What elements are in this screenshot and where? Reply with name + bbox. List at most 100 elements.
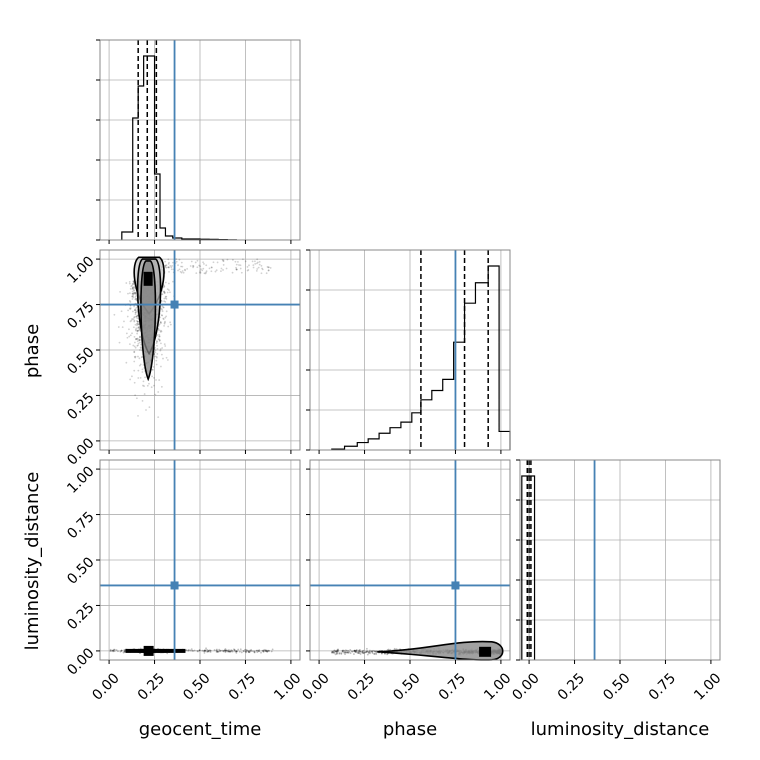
scatter-point: [159, 349, 162, 352]
scatter-point: [180, 261, 183, 264]
scatter-point: [343, 651, 345, 654]
scatter-point: [225, 649, 228, 652]
scatter-point: [366, 653, 369, 656]
y-tick-label: 0.00: [64, 645, 97, 678]
scatter-point: [142, 384, 144, 387]
scatter-point: [136, 329, 139, 332]
scatter-point: [334, 653, 337, 656]
scatter-point: [121, 326, 124, 329]
scatter-point: [131, 284, 133, 287]
scatter-point: [167, 266, 170, 269]
scatter-point: [331, 651, 334, 654]
scatter-point: [244, 648, 246, 651]
scatter-point: [256, 262, 258, 265]
scatter-point: [124, 650, 126, 653]
scatter-point: [269, 267, 272, 269]
scatter-point: [335, 650, 337, 653]
density-peak: [479, 646, 492, 657]
scatter-point: [151, 375, 154, 378]
scatter-point: [141, 371, 144, 373]
scatter-point: [130, 285, 133, 288]
scatter-point: [354, 650, 357, 653]
scatter-point: [131, 292, 134, 295]
scatter-point: [138, 328, 141, 331]
scatter-point: [346, 651, 349, 654]
scatter-point: [220, 267, 223, 270]
scatter-point: [181, 265, 184, 268]
scatter-point: [239, 264, 242, 267]
scatter-point: [133, 305, 135, 308]
scatter-point: [164, 295, 167, 298]
scatter-point: [246, 266, 249, 268]
scatter-point: [264, 650, 267, 652]
scatter-point: [156, 340, 158, 343]
scatter-point: [132, 287, 135, 290]
scatter-point: [224, 651, 227, 654]
scatter-point: [164, 300, 167, 303]
scatter-point: [267, 269, 270, 272]
scatter-point: [253, 651, 256, 653]
scatter-point: [168, 261, 170, 264]
scatter-point: [152, 366, 155, 368]
scatter-point: [113, 648, 116, 651]
scatter-point: [137, 326, 140, 329]
scatter-point: [187, 649, 190, 651]
scatter-point: [194, 261, 197, 264]
scatter-point: [393, 647, 396, 650]
scatter-point: [159, 321, 162, 323]
scatter-point: [135, 337, 138, 340]
scatter-point: [203, 649, 206, 652]
scatter-point: [133, 360, 136, 363]
scatter-point: [163, 291, 166, 294]
scatter-point: [208, 649, 211, 652]
scatter-point: [362, 652, 365, 655]
scatter-point: [192, 264, 194, 267]
scatter-point: [335, 649, 338, 652]
scatter-point: [177, 264, 179, 267]
scatter-point: [129, 378, 132, 381]
scatter-point: [168, 289, 170, 292]
scatter-point: [266, 265, 269, 268]
scatter-point: [248, 264, 250, 267]
scatter-point: [161, 305, 164, 308]
scatter-point: [127, 309, 130, 312]
scatter-point: [222, 650, 225, 653]
scatter-point: [168, 266, 170, 269]
scatter-point: [253, 650, 256, 653]
scatter-point: [131, 375, 133, 378]
scatter-point: [271, 648, 274, 651]
scatter-point: [261, 267, 263, 270]
scatter-point: [219, 649, 222, 652]
scatter-point: [164, 320, 166, 323]
scatter-point: [332, 651, 335, 654]
scatter-point: [349, 652, 352, 655]
scatter-point: [373, 650, 376, 653]
scatter-point: [134, 311, 137, 314]
scatter-point: [258, 260, 261, 263]
scatter-point: [343, 651, 346, 654]
scatter-point: [136, 340, 139, 343]
x-tick-label: 1.00: [691, 670, 724, 703]
x-tick-label: 0.75: [646, 670, 679, 703]
y-tick-label: 1.00: [64, 463, 97, 496]
scatter-point: [235, 650, 238, 653]
scatter-point: [337, 650, 339, 653]
scatter-point: [129, 292, 131, 294]
scatter-point: [133, 381, 136, 384]
scatter-point: [365, 651, 368, 654]
scatter-point: [112, 649, 114, 652]
scatter-point: [125, 332, 128, 335]
scatter-point: [241, 258, 244, 261]
scatter-point: [148, 406, 151, 409]
scatter-point: [138, 329, 141, 332]
scatter-point: [129, 301, 132, 303]
scatter-point: [368, 650, 371, 653]
scatter-point: [143, 385, 146, 388]
scatter-point: [132, 288, 135, 291]
scatter-point: [164, 264, 167, 267]
scatter-point: [139, 349, 141, 351]
scatter-point: [256, 651, 259, 654]
scatter-point: [132, 293, 135, 296]
scatter-point: [131, 282, 134, 285]
scatter-point: [242, 650, 245, 653]
